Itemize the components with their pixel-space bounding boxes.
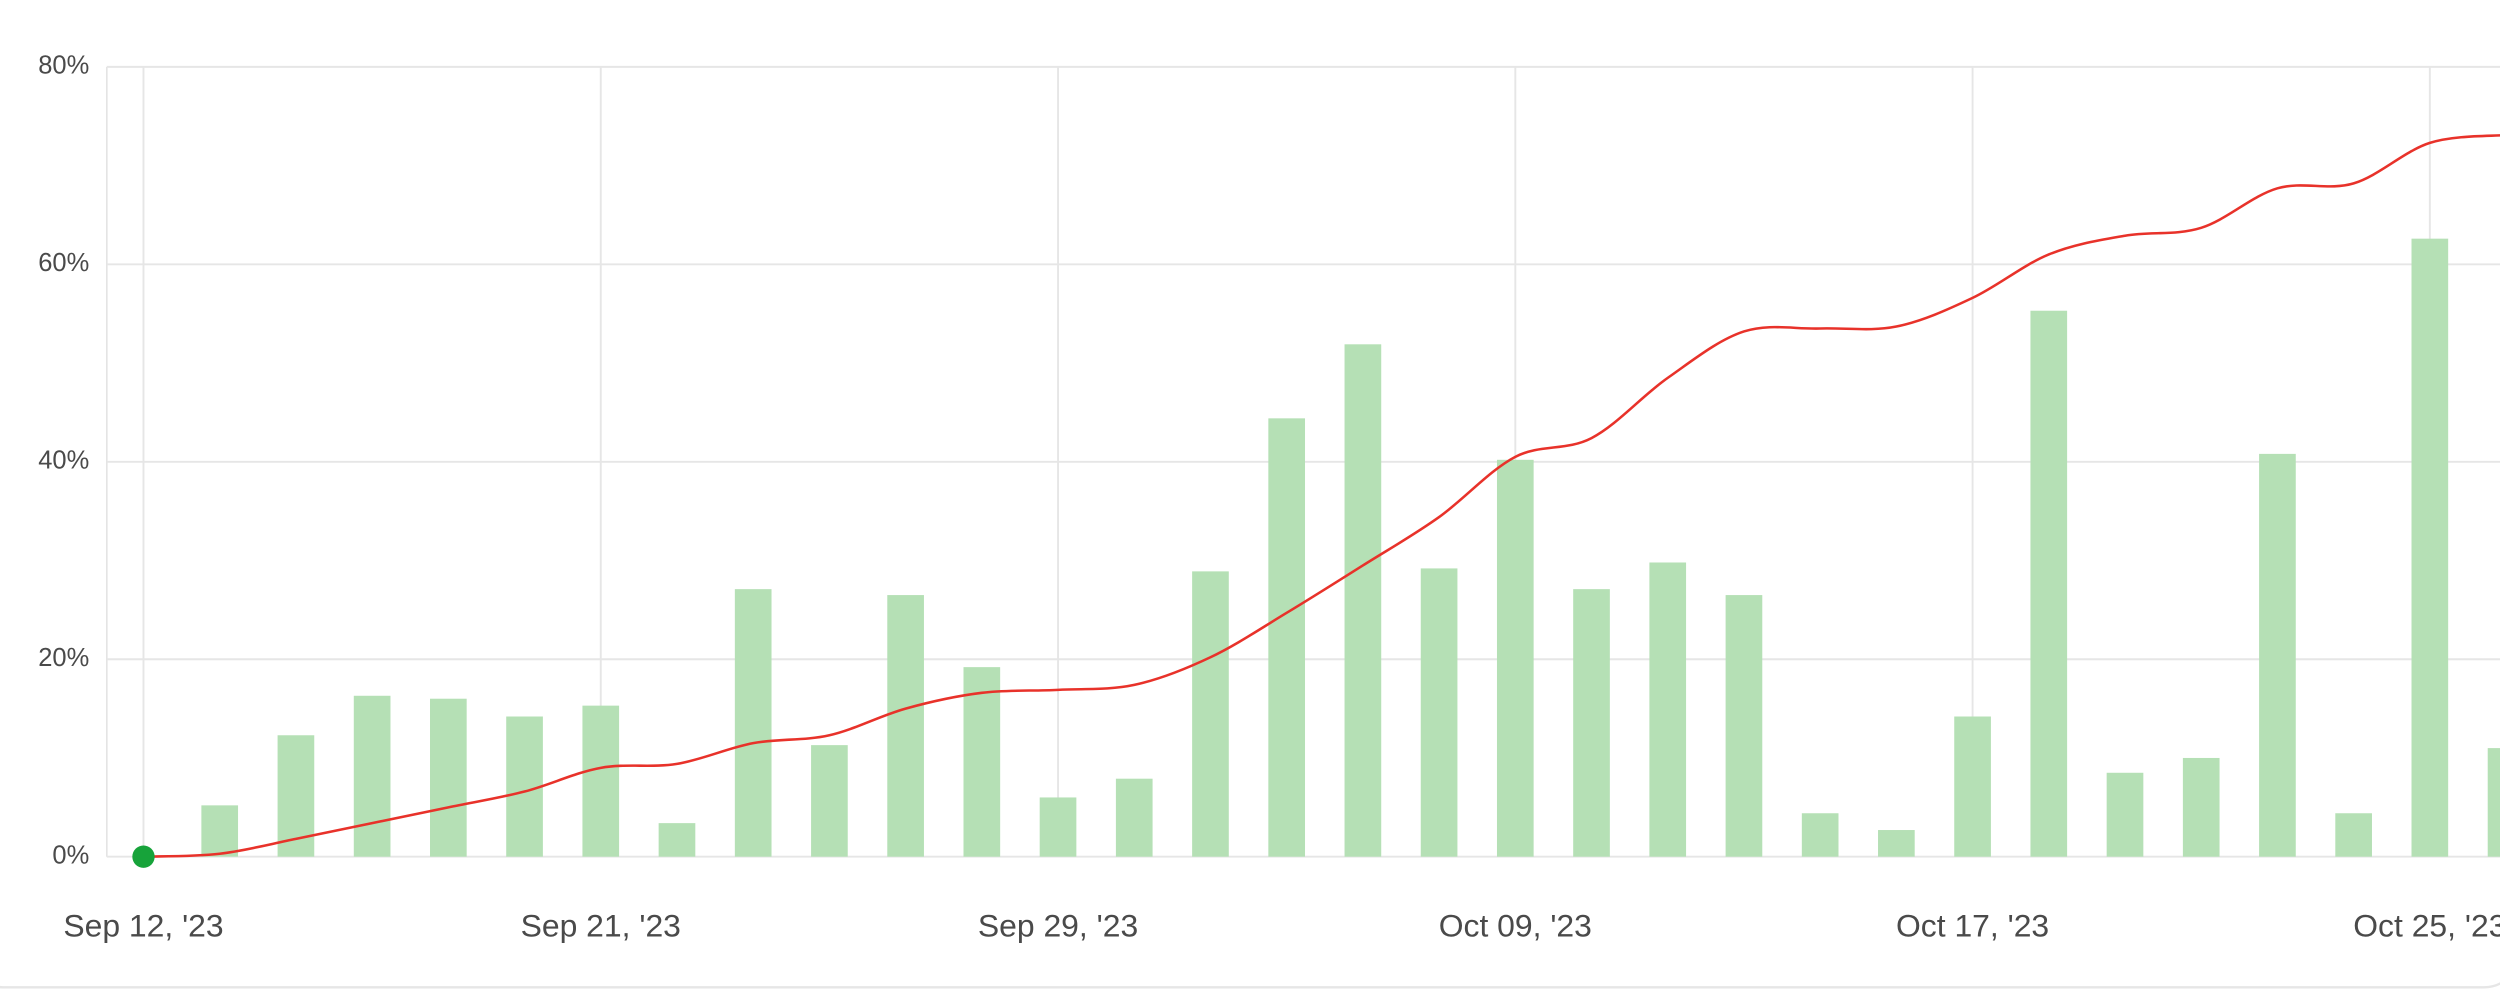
bar — [811, 745, 848, 857]
bar — [1192, 571, 1229, 857]
y-tick-label: 20% — [38, 644, 89, 672]
bar — [430, 698, 467, 857]
y-tick-label: 0% — [52, 841, 89, 869]
bar — [2030, 310, 2068, 857]
bar — [1801, 813, 1839, 857]
start-marker — [132, 845, 155, 868]
bar — [1268, 418, 1306, 857]
bar — [887, 595, 924, 857]
bar — [1954, 716, 1991, 857]
y-tick-label: 80% — [38, 52, 89, 80]
bar — [1344, 344, 1382, 857]
bar — [734, 589, 772, 857]
bar — [201, 805, 239, 857]
bar — [1725, 595, 1763, 857]
bar — [353, 695, 391, 857]
x-tick-label: Sep 12, '23 — [63, 908, 223, 944]
bar — [1496, 459, 1534, 857]
bar — [2106, 772, 2144, 857]
y-tick-label: 40% — [38, 447, 89, 475]
bar — [2259, 453, 2296, 857]
line — [143, 134, 2500, 858]
bar — [1115, 778, 1153, 857]
bar — [2411, 238, 2449, 857]
bar — [1420, 568, 1458, 857]
bar — [963, 667, 1001, 857]
bar — [658, 823, 696, 857]
x-tick-label: Oct 17, '23 — [1896, 908, 2049, 944]
x-tick-label: Oct 09, '23 — [1439, 908, 1592, 944]
x-tick-label: Sep 29, '23 — [978, 908, 1138, 944]
bar — [582, 705, 620, 857]
bar — [2182, 757, 2220, 857]
bar — [2335, 813, 2372, 857]
bar — [1573, 589, 1610, 857]
bar — [1878, 830, 1915, 857]
x-tick-label: Sep 21, '23 — [521, 908, 681, 944]
bar — [1649, 562, 1687, 857]
bar — [1039, 797, 1077, 857]
y-tick-label: 60% — [38, 249, 89, 277]
x-tick-label: Oct 25, '23 — [2353, 908, 2500, 944]
bar — [2487, 748, 2500, 857]
